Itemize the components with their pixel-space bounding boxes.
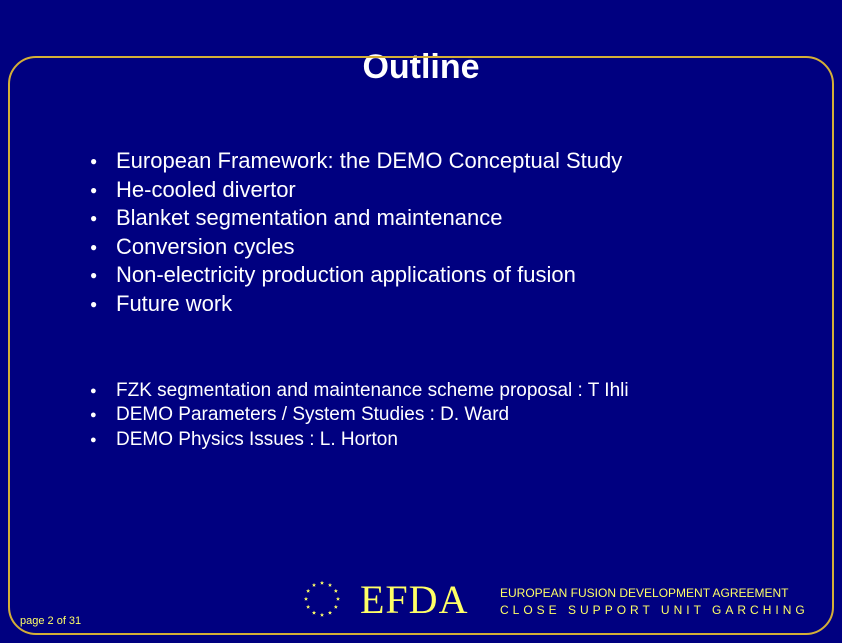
- list-item: European Framework: the DEMO Conceptual …: [90, 147, 842, 176]
- list-item: FZK segmentation and maintenance scheme …: [90, 379, 842, 404]
- list-item: Conversion cycles: [90, 233, 842, 262]
- agreement-line1: EUROPEAN FUSION DEVELOPMENT AGREEMENT: [500, 585, 809, 602]
- agreement-text: EUROPEAN FUSION DEVELOPMENT AGREEMENT CL…: [500, 585, 809, 619]
- agreement-line2: CLOSE SUPPORT UNIT GARCHING: [500, 602, 809, 619]
- list-item: Future work: [90, 290, 842, 319]
- list-item: He-cooled divertor: [90, 176, 842, 205]
- outline-sub-list: FZK segmentation and maintenance scheme …: [90, 379, 842, 453]
- list-item: DEMO Physics Issues : L. Horton: [90, 428, 842, 453]
- slide-footer: page 2 of 31 EFDA EUROPEAN FUSION DEVELO…: [0, 573, 842, 633]
- page-number: page 2 of 31: [20, 615, 81, 627]
- list-item: DEMO Parameters / System Studies : D. Wa…: [90, 403, 842, 428]
- outline-main-list: European Framework: the DEMO Conceptual …: [90, 147, 842, 319]
- efda-logo: EFDA: [360, 576, 468, 623]
- eu-stars-icon: [300, 577, 344, 621]
- slide-frame: [8, 56, 834, 635]
- list-item: Blanket segmentation and maintenance: [90, 204, 842, 233]
- list-item: Non-electricity production applications …: [90, 261, 842, 290]
